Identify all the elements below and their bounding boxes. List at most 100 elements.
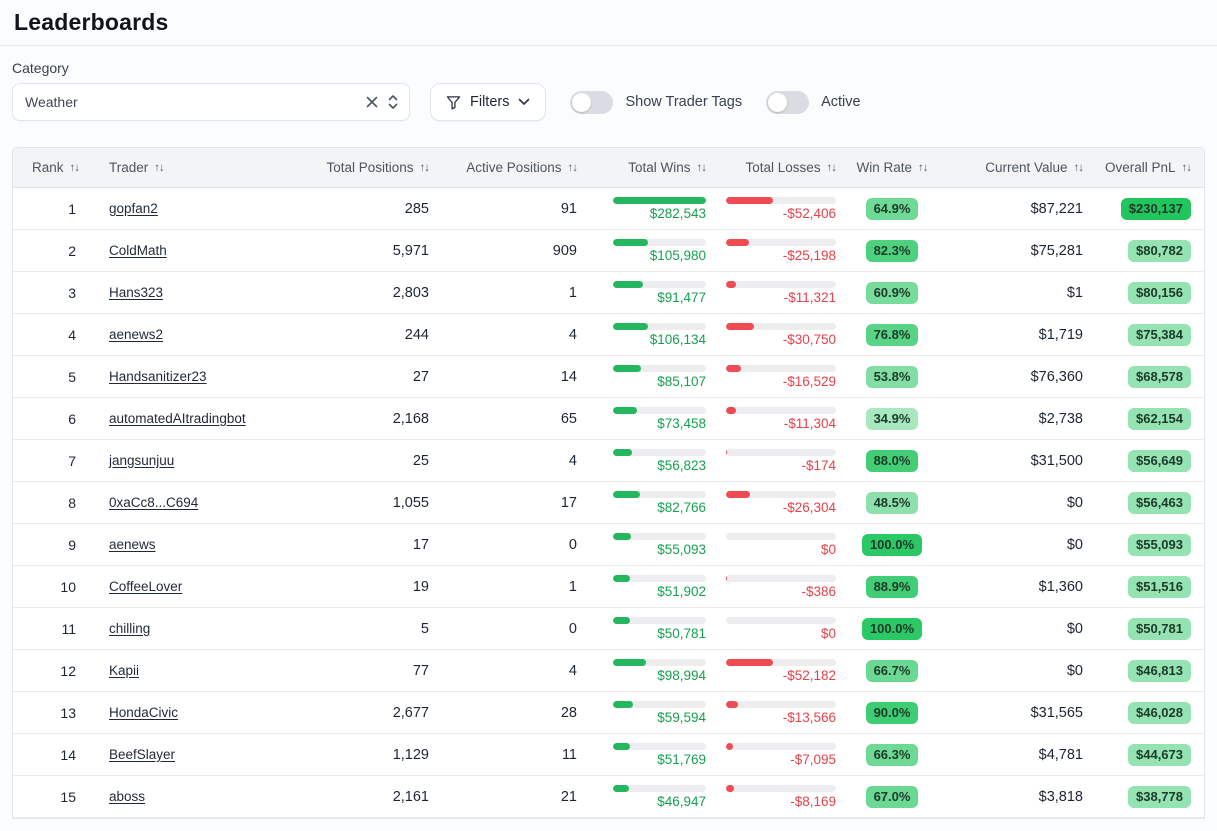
table-row[interactable]: 10 CoffeeLover 19 1 $51,902 -$386 88.9% … bbox=[13, 566, 1204, 608]
select-chevrons-icon[interactable] bbox=[387, 94, 399, 110]
trader-link[interactable]: aboss bbox=[109, 788, 146, 804]
column-header[interactable]: Current Value ↑↓ bbox=[947, 160, 1087, 175]
trader-link[interactable]: jangsunjuu bbox=[109, 452, 175, 468]
trader-link[interactable]: Handsanitizer23 bbox=[109, 368, 207, 384]
column-label: Rank bbox=[32, 160, 64, 175]
sort-icon[interactable]: ↑↓ bbox=[1073, 161, 1084, 174]
rank-cell: 10 bbox=[60, 578, 76, 595]
wins-amount: $56,823 bbox=[657, 458, 706, 473]
column-label: Total Losses bbox=[745, 160, 821, 175]
sort-icon[interactable]: ↑↓ bbox=[154, 161, 164, 174]
trader-link[interactable]: ColdMath bbox=[109, 242, 167, 258]
column-header[interactable]: Rank ↑↓ bbox=[13, 160, 80, 175]
trader-link[interactable]: automatedAItradingbot bbox=[109, 410, 246, 426]
trader-link[interactable]: HondaCivic bbox=[109, 704, 179, 720]
active-toggle[interactable] bbox=[766, 90, 810, 114]
sort-icon[interactable]: ↑↓ bbox=[567, 161, 578, 174]
sort-icon[interactable]: ↑↓ bbox=[696, 161, 707, 174]
sort-icon[interactable]: ↑↓ bbox=[918, 161, 928, 174]
column-header[interactable]: Trader ↑↓ bbox=[79, 160, 315, 175]
total-losses-cell: -$52,182 bbox=[707, 658, 837, 683]
win-rate-badge: 100.0% bbox=[861, 617, 923, 640]
trader-link[interactable]: 0xaCc8...C694 bbox=[109, 494, 199, 510]
wins-amount: $282,543 bbox=[649, 206, 706, 221]
losses-bar-track bbox=[726, 449, 836, 456]
win-rate-badge: 48.5% bbox=[865, 491, 919, 514]
table-row[interactable]: 4 aenews2 244 4 $106,134 -$30,750 76.8% … bbox=[13, 314, 1204, 356]
losses-bar-fill bbox=[726, 323, 754, 330]
trader-link[interactable]: aenews bbox=[109, 536, 156, 552]
total-positions-cell: 1,055 bbox=[392, 494, 429, 511]
table-row[interactable]: 11 chilling 5 0 $50,781 $0 100.0% $0 $50… bbox=[13, 608, 1204, 650]
column-header[interactable]: Active Positions ↑↓ bbox=[429, 160, 579, 175]
table-row[interactable]: 13 HondaCivic 2,677 28 $59,594 -$13,566 … bbox=[13, 692, 1204, 734]
overall-pnl-badge: $80,156 bbox=[1128, 281, 1191, 304]
category-input[interactable] bbox=[25, 94, 365, 110]
table-row[interactable]: 7 jangsunjuu 25 4 $56,823 -$174 88.0% $3… bbox=[13, 440, 1204, 482]
table-row[interactable]: 15 aboss 2,161 21 $46,947 -$8,169 67.0% … bbox=[13, 776, 1204, 818]
rank-cell: 6 bbox=[68, 410, 76, 427]
wins-bar-fill bbox=[613, 617, 630, 624]
total-losses-cell: -$16,529 bbox=[707, 364, 837, 389]
column-label: Total Positions bbox=[326, 160, 414, 175]
column-header[interactable]: Win Rate ↑↓ bbox=[837, 160, 947, 175]
total-positions-cell: 2,168 bbox=[392, 410, 429, 427]
wins-amount: $50,781 bbox=[657, 626, 706, 641]
column-header[interactable]: Overall PnL ↑↓ bbox=[1087, 160, 1204, 175]
rank-cell: 2 bbox=[68, 242, 76, 259]
trader-link[interactable]: BeefSlayer bbox=[109, 746, 176, 762]
losses-amount: -$386 bbox=[801, 584, 836, 599]
win-rate-badge: 64.9% bbox=[865, 197, 919, 220]
table-row[interactable]: 8 0xaCc8...C694 1,055 17 $82,766 -$26,30… bbox=[13, 482, 1204, 524]
active-positions-cell: 4 bbox=[568, 452, 577, 469]
column-header[interactable]: Total Losses ↑↓ bbox=[707, 160, 837, 175]
column-header[interactable]: Total Positions ↑↓ bbox=[315, 160, 429, 175]
trader-link[interactable]: CoffeeLover bbox=[109, 578, 183, 594]
sort-icon[interactable]: ↑↓ bbox=[1181, 161, 1192, 174]
table-row[interactable]: 1 gopfan2 285 91 $282,543 -$52,406 64.9%… bbox=[13, 188, 1204, 230]
losses-amount: $0 bbox=[820, 626, 836, 641]
sort-icon[interactable]: ↑↓ bbox=[826, 161, 837, 174]
total-positions-cell: 27 bbox=[412, 368, 429, 385]
column-header[interactable]: Total Wins ↑↓ bbox=[579, 160, 707, 175]
total-wins-cell: $282,543 bbox=[579, 196, 707, 221]
current-value-cell: $1,719 bbox=[1038, 326, 1083, 343]
table-row[interactable]: 9 aenews 17 0 $55,093 $0 100.0% $0 $55,0… bbox=[13, 524, 1204, 566]
trader-cell: CoffeeLover bbox=[79, 579, 315, 595]
table-row[interactable]: 5 Handsanitizer23 27 14 $85,107 -$16,529… bbox=[13, 356, 1204, 398]
losses-amount: -$52,406 bbox=[782, 206, 836, 221]
total-losses-cell: -$174 bbox=[707, 448, 837, 473]
column-label: Current Value bbox=[985, 160, 1068, 175]
trader-link[interactable]: gopfan2 bbox=[109, 200, 158, 216]
current-value-cell: $0 bbox=[1066, 536, 1083, 553]
overall-pnl-badge: $62,154 bbox=[1128, 407, 1191, 430]
wins-bar-track bbox=[613, 239, 706, 246]
wins-bar-track bbox=[613, 743, 706, 750]
trader-link[interactable]: chilling bbox=[109, 620, 151, 636]
category-select[interactable] bbox=[12, 83, 410, 121]
table-row[interactable]: 14 BeefSlayer 1,129 11 $51,769 -$7,095 6… bbox=[13, 734, 1204, 776]
table-row[interactable]: 6 automatedAItradingbot 2,168 65 $73,458… bbox=[13, 398, 1204, 440]
sort-icon[interactable]: ↑↓ bbox=[69, 161, 80, 174]
show-trader-tags-toggle[interactable] bbox=[570, 90, 614, 114]
rank-cell: 1 bbox=[68, 200, 76, 217]
clear-icon[interactable] bbox=[365, 95, 379, 109]
trader-link[interactable]: Hans323 bbox=[109, 284, 164, 300]
table-row[interactable]: 12 Kapii 77 4 $98,994 -$52,182 66.7% $0 … bbox=[13, 650, 1204, 692]
win-rate-badge: 60.9% bbox=[865, 281, 919, 304]
wins-bar-track bbox=[613, 533, 706, 540]
trader-cell: HondaCivic bbox=[79, 705, 315, 721]
filters-button[interactable]: Filters bbox=[430, 83, 547, 121]
wins-bar-track bbox=[613, 365, 706, 372]
table-row[interactable]: 3 Hans323 2,803 1 $91,477 -$11,321 60.9%… bbox=[13, 272, 1204, 314]
win-rate-badge: 100.0% bbox=[861, 533, 923, 556]
overall-pnl-badge: $230,137 bbox=[1120, 197, 1191, 220]
losses-bar-fill bbox=[726, 743, 733, 750]
table-row[interactable]: 2 ColdMath 5,971 909 $105,980 -$25,198 8… bbox=[13, 230, 1204, 272]
losses-amount: -$52,182 bbox=[782, 668, 836, 683]
trader-link[interactable]: aenews2 bbox=[109, 326, 164, 342]
sort-icon[interactable]: ↑↓ bbox=[419, 161, 430, 174]
controls-bar: Category bbox=[0, 46, 1217, 121]
active-positions-cell: 1 bbox=[568, 578, 577, 595]
trader-link[interactable]: Kapii bbox=[109, 662, 140, 678]
